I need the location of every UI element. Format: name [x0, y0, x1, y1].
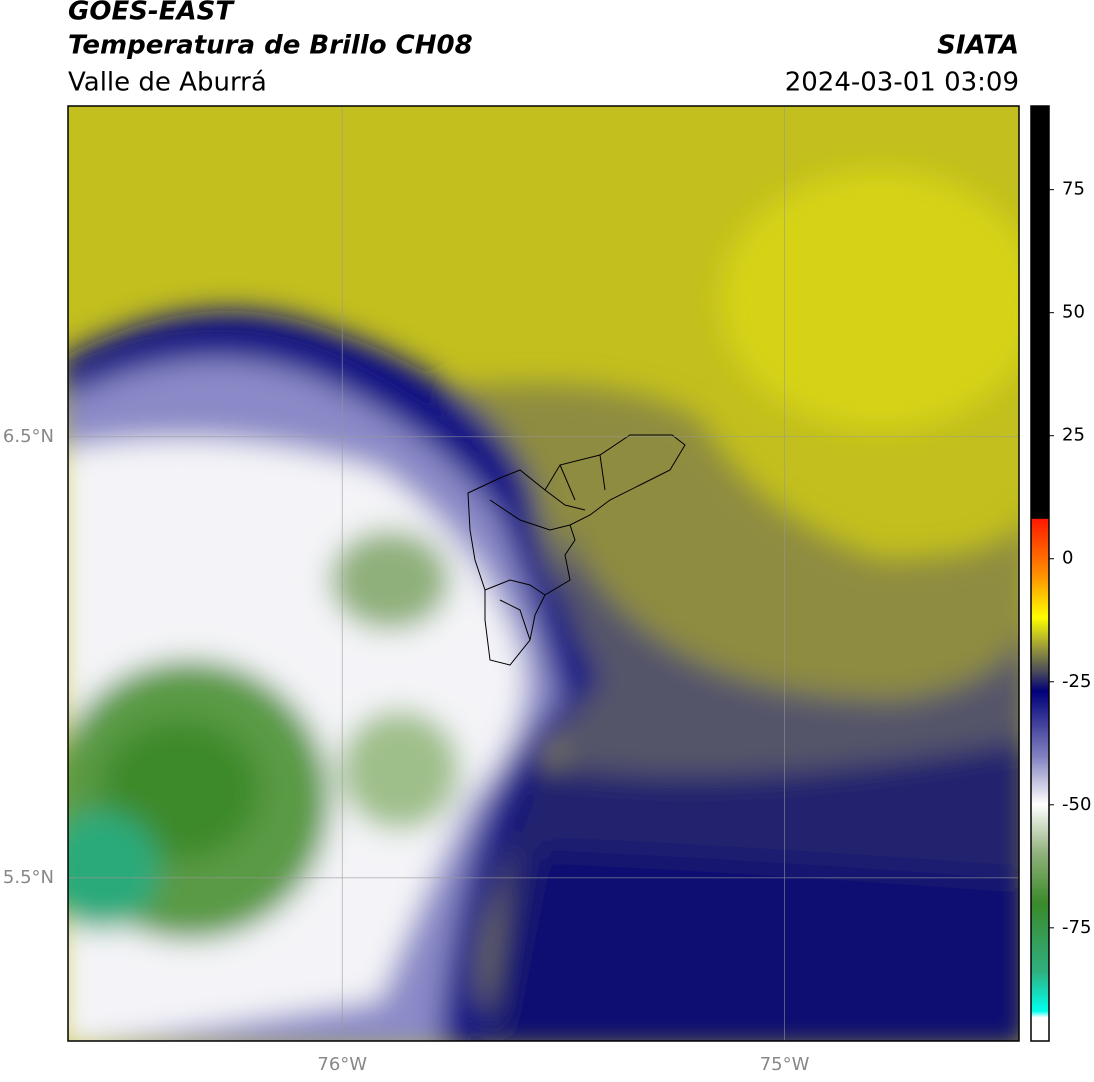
y-tick-label: 6.5°N — [3, 426, 54, 447]
y-tick-label: 5.5°N — [3, 867, 54, 888]
colorbar-tick-label: -50 — [1062, 794, 1091, 815]
colorbar-tick-label: 25 — [1062, 425, 1085, 446]
colorbar — [1030, 105, 1050, 1042]
map-frame — [67, 105, 1020, 1042]
colorbar-tick-label: 0 — [1062, 548, 1073, 569]
region: Valle de Aburrá — [68, 68, 267, 98]
title: GOES-EAST — [68, 0, 235, 27]
x-tick-label: 75°W — [760, 1054, 810, 1075]
subtitle: Temperatura de Brillo CH08 — [68, 31, 473, 61]
colorbar-tick-label: -75 — [1062, 917, 1091, 938]
municipality-outlines — [467, 434, 686, 666]
colorbar-tick-label: 75 — [1062, 179, 1085, 200]
x-tick-label: 76°W — [317, 1054, 367, 1075]
colorbar-tick-label: -25 — [1062, 671, 1091, 692]
temperature-field — [68, 106, 1019, 1041]
timestamp: 2024-03-01 03:09 — [785, 68, 1019, 98]
graticule — [68, 106, 1019, 1041]
source: SIATA — [937, 31, 1019, 61]
colorbar-tick-label: 50 — [1062, 302, 1085, 323]
